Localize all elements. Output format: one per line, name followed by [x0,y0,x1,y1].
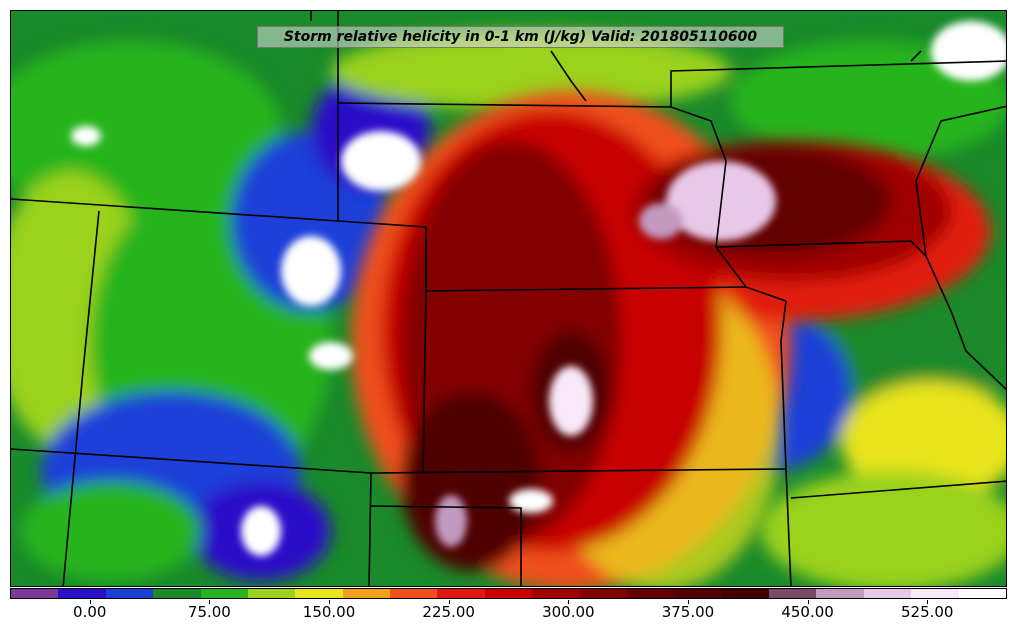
colorbar-tick [89,600,91,604]
colorbar-segment [958,589,1006,598]
colorbar-tick-label: 0.00 [73,603,107,621]
colorbar-segment [247,589,296,598]
colorbar-segment [105,589,154,598]
colorbar-segment [484,589,533,598]
colorbar-tick [807,600,809,604]
colorbar-tick [209,600,211,604]
colorbar [10,588,1007,599]
colorbar-segment [816,589,864,598]
colorbar-tick-label: 450.00 [781,603,834,621]
colorbar-segment [721,589,769,598]
colorbar-segment [342,589,390,598]
colorbar-segment [390,589,438,598]
colorbar-tick [927,600,929,604]
colorbar-tick-label: 75.00 [187,603,231,621]
map-title: Storm relative helicity in 0-1 km (J/kg)… [283,29,758,45]
colorbar-tick [329,600,331,604]
state-boundaries [11,11,1006,586]
colorbar-tick [568,600,570,604]
colorbar-segment [626,589,675,598]
colorbar-tick-label: 375.00 [661,603,715,621]
colorbar-segment [769,589,817,598]
colorbar-segment [532,589,580,598]
colorbar-segment [579,589,627,598]
colorbar-tick [687,600,689,604]
helicity-field-map [11,11,1006,586]
map-panel: Storm relative helicity in 0-1 km (J/kg)… [10,10,1007,587]
colorbar-tick-label: 300.00 [542,603,595,621]
colorbar-segment [153,589,201,598]
map-title-box: Storm relative helicity in 0-1 km (J/kg)… [257,26,784,48]
colorbar-ticks: 0.00 75.00 150.00 225.00 300.00 375.00 450.00 5… [0,600,1018,633]
field-extreme-values [71,21,1006,556]
colorbar-segment [11,589,59,598]
colorbar-tick-label: 225.00 [422,603,475,621]
colorbar-segment [200,589,248,598]
colorbar-segment [863,589,912,598]
colorbar-tick-label: 150.00 [302,603,356,621]
colorbar-segment [58,589,106,598]
colorbar-segment [674,589,722,598]
colorbar-segment [911,589,959,598]
colorbar-tick-label: 525.00 [900,603,954,621]
colorbar-tick [448,600,450,604]
colorbar-segment [437,589,485,598]
field-low-values [11,31,1006,586]
colorbar-segment [295,589,343,598]
